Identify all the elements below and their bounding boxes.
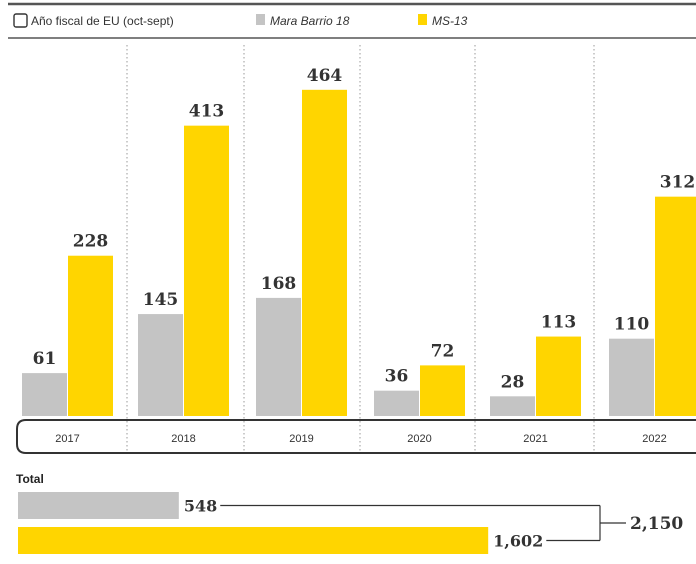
value-label-mara-barrio-18-2021: 28 bbox=[501, 372, 525, 392]
legend: Año fiscal de EU (oct-sept) Mara Barrio … bbox=[8, 2, 696, 39]
value-label-ms-13-2018: 413 bbox=[189, 102, 225, 122]
bar-mara-barrio-18-2021 bbox=[490, 396, 535, 416]
legend-swatch-barrio-18 bbox=[256, 14, 265, 25]
tick-label-2021: 2021 bbox=[523, 433, 547, 445]
value-label-mara-barrio-18-2020: 36 bbox=[385, 367, 409, 387]
bar-ms-13-2020 bbox=[420, 365, 465, 416]
value-label-mara-barrio-18-2022: 110 bbox=[614, 315, 650, 335]
legend-label-barrio-18: Mara Barrio 18 bbox=[270, 14, 350, 28]
bar-group-2020: 36 72 bbox=[374, 341, 465, 416]
bar-ms-13-2022 bbox=[655, 196, 696, 416]
legend-swatch-ms-13 bbox=[418, 14, 427, 25]
bar-group-2017: 61 228 bbox=[22, 232, 113, 416]
value-label-mara-barrio-18-2019: 168 bbox=[261, 274, 297, 294]
value-label-mara-barrio-18-2018: 145 bbox=[143, 290, 179, 310]
bar-mara-barrio-18-2017 bbox=[22, 373, 67, 416]
value-label-ms-13-2021: 113 bbox=[541, 313, 577, 333]
bar-mara-barrio-18-2020 bbox=[374, 390, 419, 416]
bar-group-2019: 168 464 bbox=[256, 66, 347, 417]
bar-ms-13-2018 bbox=[184, 125, 229, 416]
bar-mara-barrio-18-2019 bbox=[256, 297, 301, 416]
bar-mara-barrio-18-2018 bbox=[138, 314, 183, 416]
total-value-ms-13: 1,602 bbox=[493, 532, 543, 551]
value-label-ms-13-2019: 464 bbox=[307, 66, 343, 86]
total-bar-mara-barrio-18 bbox=[18, 492, 179, 519]
value-label-ms-13-2017: 228 bbox=[73, 232, 109, 252]
total-value-mara-barrio-18: 548 bbox=[184, 497, 217, 516]
total-bar-ms-13 bbox=[18, 527, 489, 554]
x-axis: 2017 2018 2019 2020 2021 2022 bbox=[16, 419, 696, 454]
x-axis-frame bbox=[16, 419, 696, 454]
tick-label-2017: 2017 bbox=[55, 433, 79, 445]
bar-group-2022: 110 312 bbox=[609, 173, 696, 416]
bar-mara-barrio-18-2022 bbox=[609, 338, 654, 416]
value-label-mara-barrio-18-2017: 61 bbox=[33, 349, 57, 369]
bar-ms-13-2017 bbox=[68, 255, 113, 416]
bar-ms-13-2019 bbox=[302, 89, 347, 417]
fiscal-year-label: Año fiscal de EU (oct-sept) bbox=[31, 14, 174, 28]
tick-label-2022: 2022 bbox=[642, 433, 666, 445]
tick-label-2018: 2018 bbox=[171, 433, 195, 445]
bar-ms-13-2021 bbox=[536, 336, 581, 416]
bars: 61 228 145 413 168 464 36 72 28 113 110 312 bbox=[22, 66, 696, 417]
totals-section: Total 548 1,602 2,150 bbox=[16, 472, 683, 554]
totals-title: Total bbox=[16, 472, 44, 486]
tick-label-2020: 2020 bbox=[407, 433, 431, 445]
value-label-ms-13-2022: 312 bbox=[660, 173, 696, 193]
tick-label-2019: 2019 bbox=[289, 433, 313, 445]
value-label-ms-13-2020: 72 bbox=[431, 341, 455, 361]
grand-total-value: 2,150 bbox=[630, 514, 683, 534]
bar-group-2021: 28 113 bbox=[490, 313, 581, 416]
bar-group-2018: 145 413 bbox=[138, 102, 229, 416]
fiscal-year-checkbox bbox=[13, 13, 28, 28]
legend-label-ms-13: MS-13 bbox=[432, 14, 468, 28]
